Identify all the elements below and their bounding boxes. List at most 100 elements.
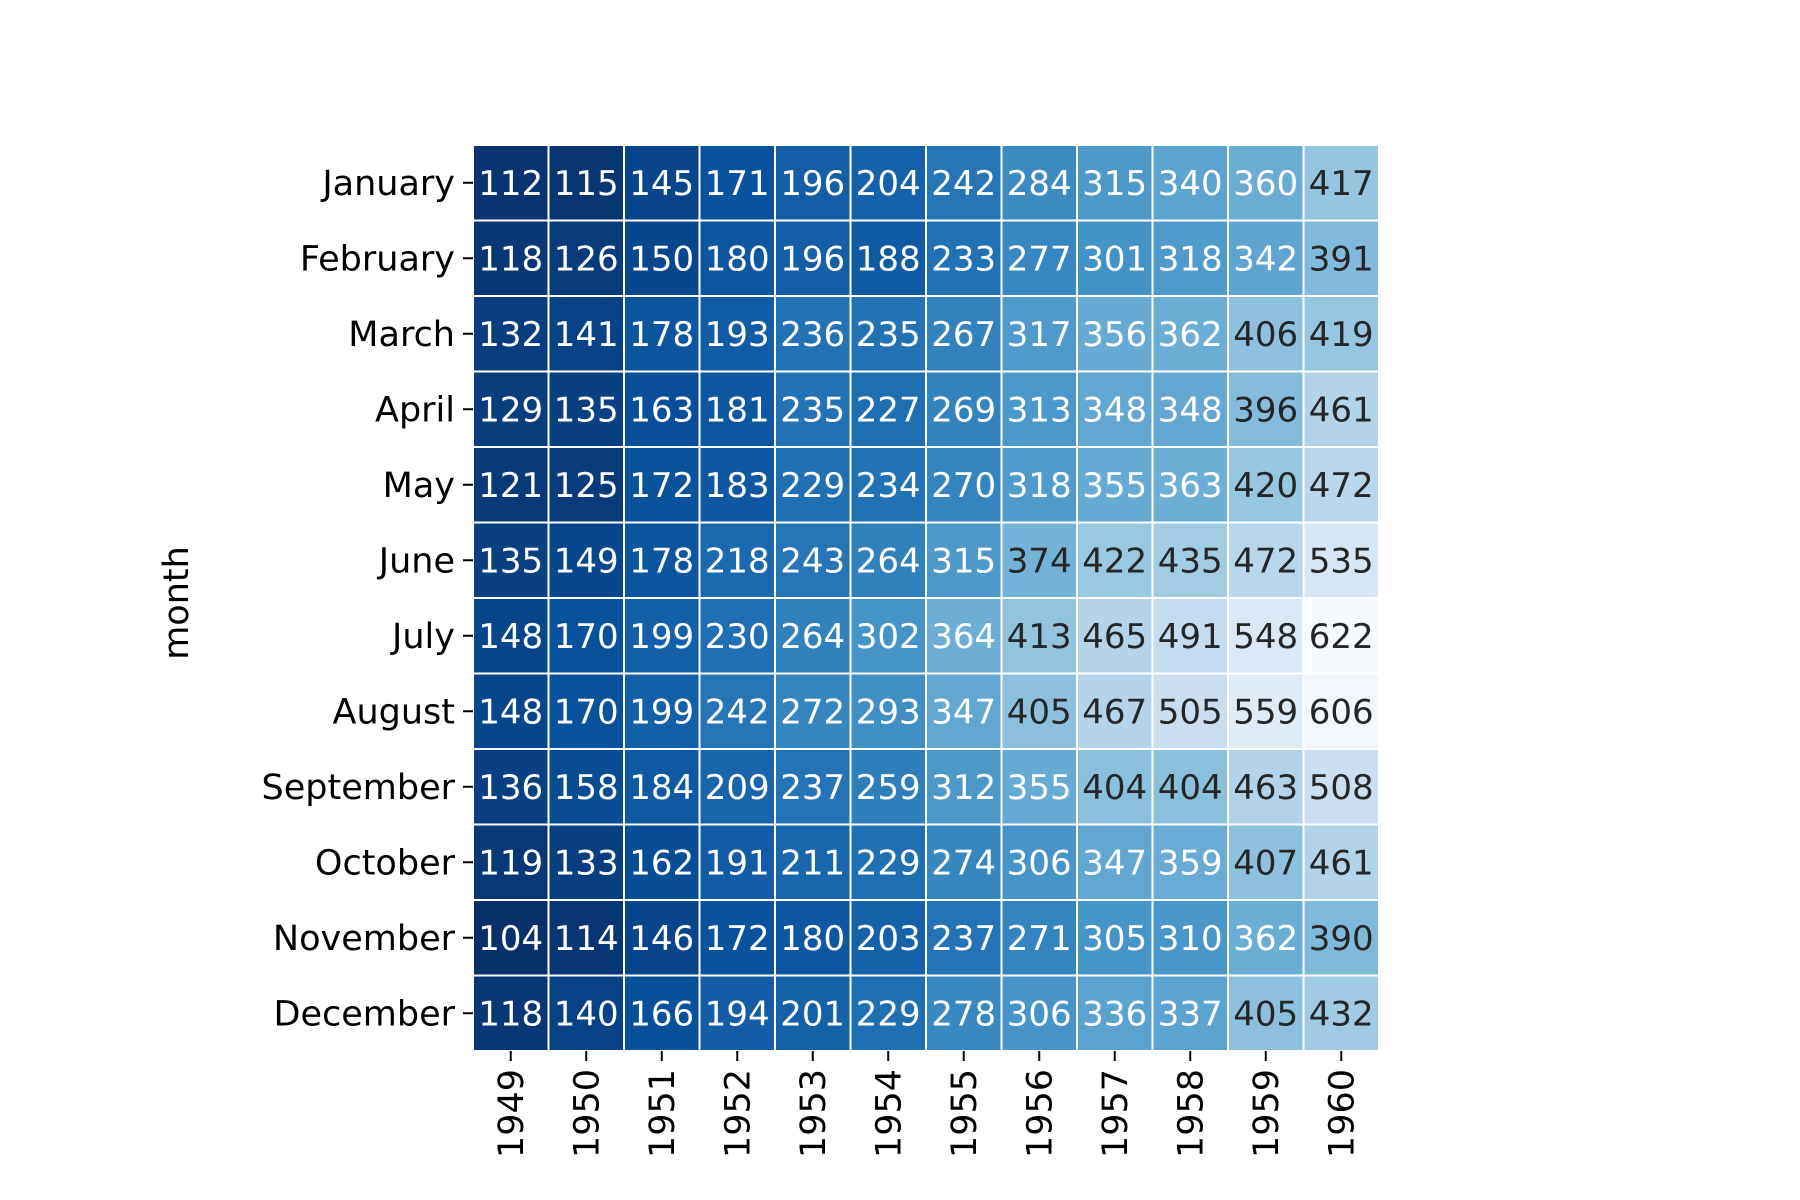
heatmap-cell — [774, 597, 852, 675]
heatmap-cell — [623, 446, 701, 524]
x-tick-label: 1954 — [869, 1069, 909, 1158]
heatmap-cell — [1151, 974, 1229, 1052]
y-tick-label: August — [333, 692, 455, 732]
heatmap-cell — [547, 144, 625, 222]
cell-value-label: 347 — [931, 692, 996, 732]
cell-value-label: 172 — [629, 466, 694, 506]
heatmap-cell — [698, 219, 776, 297]
heatmap-cell — [849, 370, 927, 448]
heatmap-cell — [1000, 748, 1078, 826]
x-tick-label: 1953 — [794, 1069, 834, 1158]
cell-value-label: 229 — [856, 843, 921, 883]
x-axis: 1949 1950 1951 1952 1953 1954 1955 1956 1957 1958… — [492, 1051, 1362, 1158]
heatmap-cell — [472, 446, 550, 524]
heatmap-cell — [472, 370, 550, 448]
cell-value-label: 548 — [1233, 617, 1298, 657]
cell-value-label: 310 — [1158, 919, 1223, 959]
heatmap-cell — [698, 672, 776, 750]
cell-value-label: 271 — [1007, 919, 1072, 959]
cell-value-label: 180 — [780, 919, 845, 959]
cell-value-label: 237 — [780, 768, 845, 808]
heatmap-cell — [925, 823, 1003, 901]
cell-value-label: 348 — [1082, 390, 1147, 430]
heatmap-cell — [1302, 899, 1380, 977]
heatmap-cell — [1151, 144, 1229, 222]
cell-value-label: 141 — [554, 315, 619, 355]
cell-value-label: 362 — [1233, 919, 1298, 959]
cell-value-label: 461 — [1309, 390, 1374, 430]
heatmap-cell — [1227, 899, 1305, 977]
heatmap-cell — [774, 672, 852, 750]
heatmap-cell — [472, 521, 550, 599]
cell-value-label: 264 — [856, 541, 921, 581]
cell-value-label: 211 — [780, 843, 845, 883]
y-tick-label: October — [315, 843, 456, 883]
cell-value-label: 125 — [554, 466, 619, 506]
cell-value-label: 188 — [856, 239, 921, 279]
cell-value-label: 315 — [1082, 164, 1147, 204]
cell-value-label: 360 — [1233, 164, 1298, 204]
x-tick-label: 1960 — [1322, 1069, 1362, 1158]
cell-value-label: 417 — [1309, 164, 1374, 204]
heatmap-cell — [1302, 295, 1380, 373]
cell-value-label: 277 — [1007, 239, 1072, 279]
heatmap-cell — [849, 144, 927, 222]
cell-value-label: 340 — [1158, 164, 1223, 204]
heatmap-cell — [547, 899, 625, 977]
cell-value-label: 301 — [1082, 239, 1147, 279]
heatmap-cell — [547, 974, 625, 1052]
cell-value-label: 363 — [1158, 466, 1223, 506]
heatmap-cell — [1302, 597, 1380, 675]
x-tick-label: 1952 — [718, 1069, 758, 1158]
cell-value-label: 115 — [554, 164, 619, 204]
heatmap-cell — [774, 295, 852, 373]
x-tick-label: 1957 — [1096, 1069, 1136, 1158]
cell-value-label: 374 — [1007, 541, 1072, 581]
cell-value-label: 196 — [780, 239, 845, 279]
heatmap-cell — [925, 748, 1003, 826]
y-tick-label: March — [348, 315, 455, 355]
heatmap-cell — [1076, 521, 1154, 599]
cell-value-label: 230 — [705, 617, 770, 657]
heatmap-cell — [1227, 823, 1305, 901]
heatmap-cell — [1302, 974, 1380, 1052]
heatmap-cell — [1227, 974, 1305, 1052]
heatmap-cell — [1151, 823, 1229, 901]
heatmap-cell — [1302, 521, 1380, 599]
y-tick-label: January — [320, 164, 455, 204]
cell-value-label: 318 — [1007, 466, 1072, 506]
cell-value-label: 404 — [1158, 768, 1223, 808]
cell-value-label: 135 — [478, 541, 543, 581]
cell-value-label: 235 — [780, 390, 845, 430]
cell-value-label: 405 — [1007, 692, 1072, 732]
cell-value-label: 118 — [478, 239, 543, 279]
heatmap-cell — [472, 899, 550, 977]
cell-value-label: 199 — [629, 692, 694, 732]
cell-value-label: 432 — [1309, 994, 1374, 1034]
cell-value-label: 342 — [1233, 239, 1298, 279]
heatmap-cell — [547, 446, 625, 524]
heatmap-cell — [925, 597, 1003, 675]
cell-value-label: 267 — [931, 315, 996, 355]
heatmap-cell — [547, 748, 625, 826]
cell-value-label: 158 — [554, 768, 619, 808]
cell-value-label: 463 — [1233, 768, 1298, 808]
heatmap-cell — [1076, 597, 1154, 675]
heatmap-cell — [1000, 219, 1078, 297]
cell-value-label: 284 — [1007, 164, 1072, 204]
x-tick-label: 1956 — [1020, 1069, 1060, 1158]
heatmap-cell — [547, 823, 625, 901]
heatmap-cell — [849, 446, 927, 524]
cell-value-label: 204 — [856, 164, 921, 204]
cell-value-label: 404 — [1082, 768, 1147, 808]
cell-value-label: 278 — [931, 994, 996, 1034]
cell-value-label: 391 — [1309, 239, 1374, 279]
heatmap-cell — [1302, 219, 1380, 297]
cell-value-label: 243 — [780, 541, 845, 581]
cell-value-label: 194 — [705, 994, 770, 1034]
heatmap-cell — [1000, 144, 1078, 222]
cell-value-label: 461 — [1309, 843, 1374, 883]
cell-value-label: 336 — [1082, 994, 1147, 1034]
cell-value-label: 505 — [1158, 692, 1223, 732]
cell-value-label: 191 — [705, 843, 770, 883]
